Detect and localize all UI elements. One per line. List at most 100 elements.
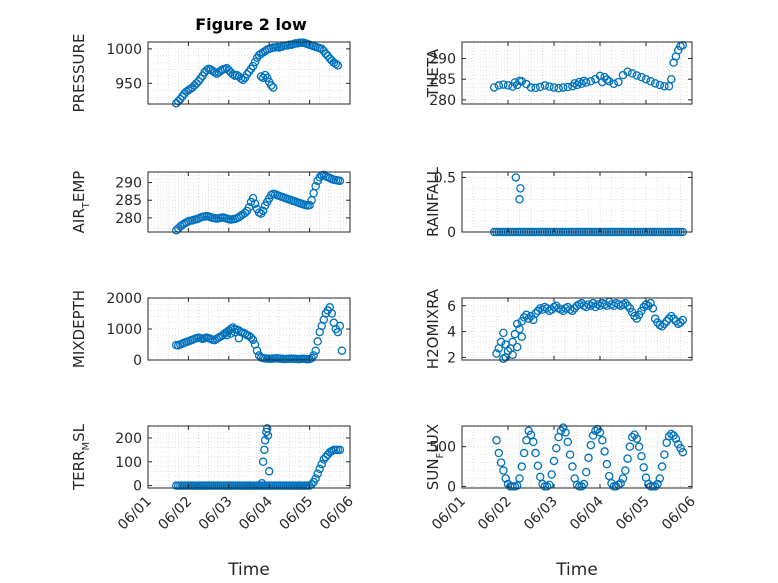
- data-point: [591, 426, 600, 436]
- data-point: [554, 84, 563, 93]
- data-point: [584, 453, 593, 463]
- data-point: [501, 474, 510, 483]
- data-point: [614, 77, 623, 87]
- data-point: [542, 482, 552, 491]
- data-point: [317, 459, 326, 469]
- y-tick-label: 0: [133, 479, 142, 495]
- data-point: [547, 470, 556, 479]
- data-point: [591, 302, 600, 312]
- data-point: [588, 431, 598, 440]
- data-point: [678, 447, 688, 457]
- data-point: [230, 327, 240, 337]
- data-point: [644, 301, 653, 310]
- data-point: [648, 304, 658, 313]
- data-point: [655, 80, 665, 90]
- data-point: [600, 447, 609, 456]
- data-point: [552, 444, 561, 453]
- data-point: [234, 334, 244, 343]
- data-point: [333, 61, 343, 70]
- data-point: [648, 482, 658, 491]
- data-point: [616, 478, 625, 488]
- y-axis-label: RAINFALL: [424, 166, 442, 237]
- x-tick-label: 06/05: [613, 494, 653, 534]
- data-point: [335, 321, 345, 331]
- data-point: [327, 309, 337, 318]
- data-point: [262, 73, 272, 83]
- data-point: [517, 332, 527, 341]
- data-point: [531, 448, 540, 458]
- y-tick-label: 0.5: [434, 170, 456, 186]
- data-point: [517, 462, 527, 471]
- data-point: [671, 434, 681, 443]
- data-point: [660, 81, 669, 91]
- data-point: [575, 482, 584, 491]
- grid-lines: [462, 172, 692, 233]
- data-point: [499, 328, 508, 338]
- data-point: [311, 474, 320, 483]
- data-point: [510, 78, 520, 87]
- data-point: [331, 59, 341, 69]
- data-point: [240, 329, 250, 338]
- data-point: [258, 457, 268, 467]
- data-point: [563, 82, 573, 92]
- data-point: [623, 454, 632, 463]
- y-tick-label: 2000: [106, 291, 142, 307]
- data-point: [625, 442, 635, 451]
- axes-box: [461, 41, 693, 105]
- data-point: [535, 82, 545, 92]
- series-markers: [492, 297, 688, 363]
- data-point: [248, 193, 258, 203]
- y-tick-label: 0: [133, 353, 142, 369]
- x-tick-label: 06/01: [115, 494, 155, 534]
- x-tick-label: 06/06: [317, 493, 357, 533]
- data-point: [581, 302, 591, 312]
- data-point: [311, 346, 320, 355]
- data-point: [632, 71, 642, 80]
- data-point: [565, 450, 575, 459]
- data-point: [650, 482, 660, 491]
- data-point: [512, 319, 522, 329]
- data-point: [258, 73, 268, 83]
- data-point: [641, 74, 651, 84]
- axes-box: [461, 425, 693, 489]
- subplot-h2omixra: 2 4 6 H2OMIXRA: [424, 288, 693, 369]
- data-point: [494, 448, 504, 458]
- data-point: [529, 437, 538, 447]
- y-tick-label: 100: [115, 455, 142, 471]
- data-point: [489, 83, 499, 92]
- y-tick-label: 4: [447, 325, 456, 341]
- data-point: [226, 329, 236, 338]
- data-point: [238, 75, 248, 85]
- data-point: [533, 306, 543, 316]
- data-point: [669, 314, 678, 323]
- data-point: [519, 448, 529, 458]
- data-point: [632, 434, 642, 443]
- data-point: [246, 333, 256, 342]
- data-point: [655, 474, 665, 483]
- data-point: [602, 459, 612, 469]
- y-tick-label: 290: [115, 176, 142, 192]
- data-point: [621, 298, 630, 308]
- data-point: [335, 445, 345, 455]
- data-point: [598, 436, 607, 445]
- data-point: [540, 81, 550, 90]
- y-axis-label: H2OMIXRA: [424, 288, 442, 369]
- data-point: [676, 318, 685, 327]
- y-axis-label: MIXDEPTH: [70, 290, 88, 368]
- data-point: [248, 335, 258, 345]
- y-tick-label: 6: [447, 299, 456, 315]
- data-point: [600, 72, 609, 82]
- data-point: [516, 184, 525, 193]
- data-point: [492, 436, 501, 445]
- data-point: [499, 80, 508, 89]
- data-point: [309, 351, 318, 360]
- y-tick-label: 950: [115, 76, 142, 92]
- y-tick-label: 1000: [106, 322, 142, 338]
- data-point: [609, 79, 619, 88]
- data-point: [531, 309, 540, 318]
- y-axis-label: THETA: [424, 48, 442, 98]
- y-tick-label: 280: [429, 93, 456, 109]
- data-point: [258, 206, 268, 216]
